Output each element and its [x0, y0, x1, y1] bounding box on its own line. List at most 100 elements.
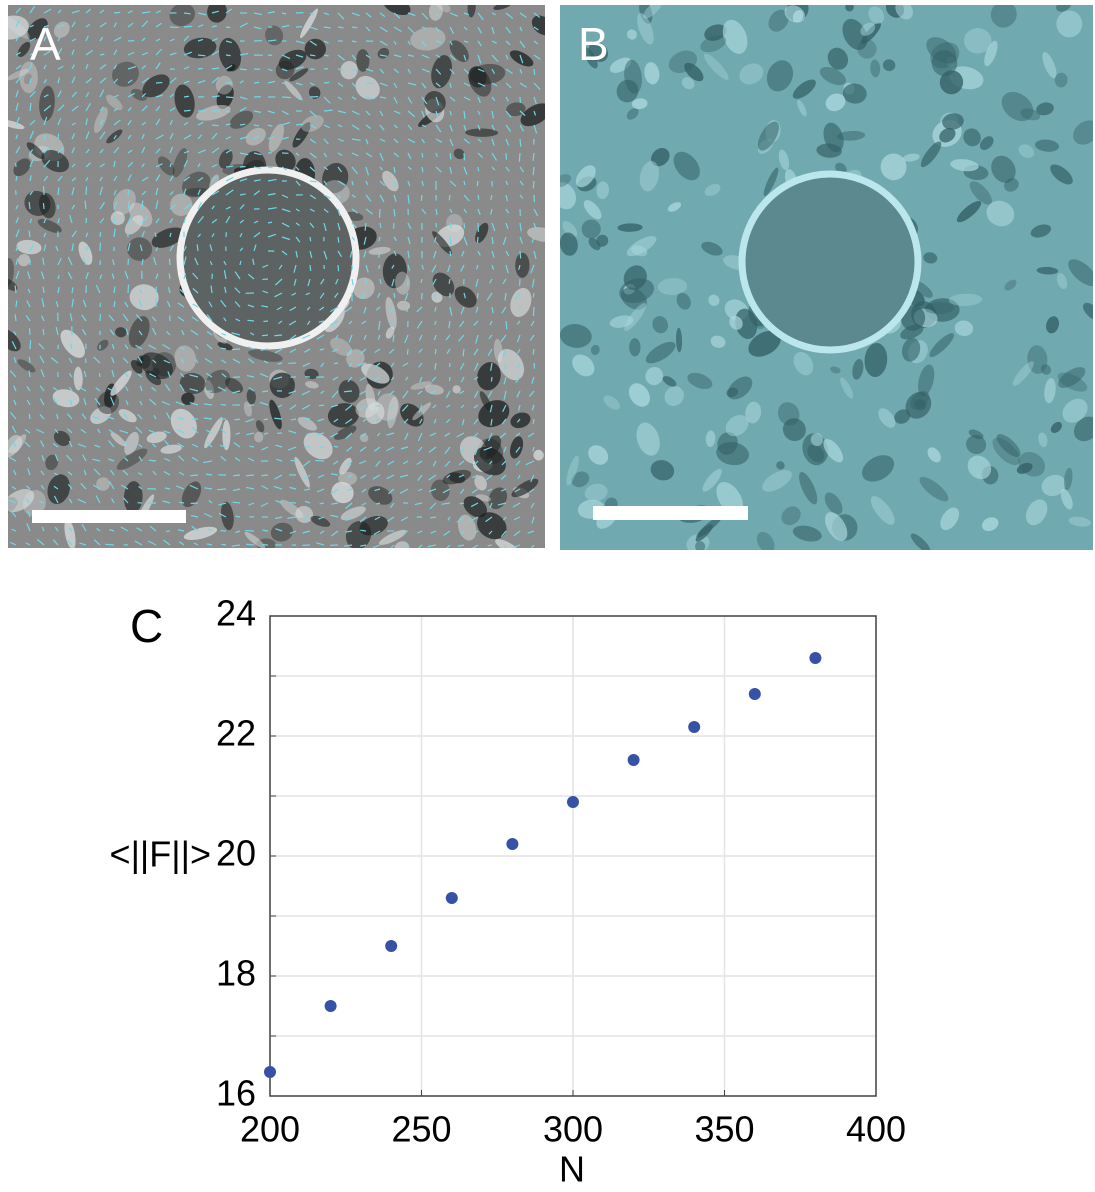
- force-vector: [211, 95, 220, 98]
- cell-texture: [626, 236, 657, 257]
- force-vector: [337, 264, 340, 272]
- force-vector: [262, 390, 269, 393]
- cell-texture: [793, 351, 814, 376]
- cell-texture: [170, 193, 193, 216]
- cell-texture: [510, 436, 524, 459]
- force-vector: [141, 146, 146, 154]
- cell-texture: [468, 66, 492, 97]
- cell-texture: [1036, 102, 1054, 116]
- force-vector: [400, 446, 409, 450]
- force-vector: [491, 82, 498, 87]
- force-vector: [417, 432, 423, 442]
- force-vector: [136, 527, 143, 532]
- force-vector: [457, 334, 465, 342]
- force-vector: [446, 544, 451, 548]
- force-vector: [323, 166, 329, 171]
- cell-texture: [583, 200, 602, 220]
- force-vector: [446, 474, 451, 479]
- force-vector: [247, 358, 255, 364]
- force-vector: [530, 264, 535, 274]
- cell-texture: [956, 201, 982, 223]
- force-vector: [309, 12, 315, 16]
- cell-texture: [533, 449, 544, 461]
- cell-texture: [278, 49, 307, 70]
- cell-texture: [705, 430, 716, 448]
- force-vector: [532, 152, 535, 161]
- force-vector: [26, 523, 31, 532]
- force-vector: [205, 473, 213, 476]
- force-vector: [225, 96, 234, 99]
- force-vector: [85, 162, 91, 168]
- force-vector: [71, 204, 76, 210]
- force-vector: [295, 66, 304, 70]
- force-vector: [66, 413, 73, 420]
- force-vector: [11, 486, 17, 490]
- force-vector: [127, 65, 137, 70]
- cell-texture: [395, 271, 411, 295]
- cell-texture: [710, 335, 726, 348]
- force-vector: [247, 457, 255, 462]
- force-vector: [263, 418, 269, 421]
- force-vector: [71, 187, 75, 196]
- force-vector: [69, 214, 73, 224]
- cell-texture: [385, 326, 395, 339]
- cell-texture: [292, 122, 311, 148]
- force-vector: [53, 495, 59, 504]
- force-vector: [261, 305, 269, 308]
- force-vector: [533, 12, 541, 18]
- force-vector: [29, 218, 33, 224]
- force-vector: [155, 200, 159, 210]
- force-vector: [169, 146, 174, 154]
- cell-texture: [424, 91, 446, 114]
- force-vector: [519, 12, 527, 18]
- force-vector: [301, 390, 311, 396]
- cell-texture: [963, 128, 981, 147]
- force-vector: [8, 499, 17, 504]
- force-vector: [421, 110, 425, 118]
- force-vector: [513, 544, 521, 548]
- force-vector: [253, 135, 259, 140]
- force-vector: [223, 317, 227, 322]
- force-vector: [183, 160, 188, 168]
- force-vector: [459, 390, 465, 395]
- force-vector: [191, 316, 199, 322]
- force-vector: [211, 163, 218, 168]
- force-vector: [234, 287, 241, 294]
- force-vector: [306, 320, 311, 326]
- cell-texture: [830, 366, 841, 374]
- force-vector: [474, 446, 479, 456]
- force-vector: [278, 320, 283, 325]
- force-vector: [473, 460, 479, 466]
- force-vector: [505, 40, 511, 46]
- force-vector: [304, 474, 311, 480]
- force-vector: [253, 12, 262, 16]
- force-vector: [351, 12, 360, 17]
- cell-texture: [931, 50, 958, 77]
- force-vector: [281, 208, 291, 213]
- force-vector: [139, 244, 143, 252]
- cell-texture: [47, 474, 71, 505]
- force-vector: [245, 418, 255, 423]
- force-vector: [347, 488, 353, 491]
- force-vector: [532, 348, 535, 355]
- cell-texture: [359, 433, 369, 443]
- force-vector: [463, 292, 466, 299]
- cell-texture: [782, 418, 806, 442]
- force-vector: [111, 370, 115, 378]
- force-vector: [463, 152, 466, 161]
- force-vector: [169, 204, 177, 210]
- cell-texture: [397, 300, 411, 311]
- force-vector: [141, 51, 149, 56]
- force-vector: [169, 93, 175, 98]
- force-vector: [55, 300, 59, 308]
- force-vector: [206, 343, 213, 350]
- force-vector: [14, 314, 17, 322]
- force-vector: [154, 232, 157, 238]
- force-vector: [463, 68, 470, 74]
- cell-texture: [799, 471, 818, 505]
- force-vector: [407, 82, 417, 86]
- cell-texture: [151, 227, 185, 248]
- force-vector: [330, 514, 339, 518]
- force-vector: [42, 328, 45, 336]
- force-vector: [113, 107, 118, 112]
